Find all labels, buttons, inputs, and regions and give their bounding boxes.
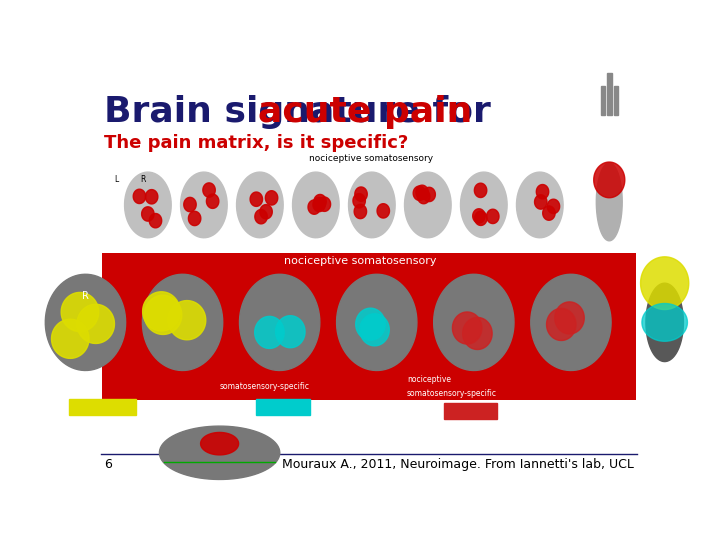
Polygon shape xyxy=(473,209,485,223)
Text: 5.0: 5.0 xyxy=(317,403,328,409)
Polygon shape xyxy=(641,257,689,309)
Text: R: R xyxy=(140,175,145,184)
Text: L: L xyxy=(32,291,37,301)
Polygon shape xyxy=(596,163,622,241)
Polygon shape xyxy=(266,191,278,205)
Text: somatosensory-specific: somatosensory-specific xyxy=(220,382,310,391)
Polygon shape xyxy=(159,426,280,480)
Polygon shape xyxy=(203,183,215,197)
Bar xyxy=(68,399,135,415)
Polygon shape xyxy=(260,205,272,219)
Polygon shape xyxy=(474,183,487,198)
Polygon shape xyxy=(546,308,576,341)
Text: nociceptive somatosensory: nociceptive somatosensory xyxy=(284,256,436,266)
Bar xyxy=(614,85,618,114)
Bar xyxy=(102,253,636,400)
Polygon shape xyxy=(61,293,99,332)
Polygon shape xyxy=(413,186,426,200)
Polygon shape xyxy=(463,318,492,349)
Polygon shape xyxy=(144,295,181,334)
Text: 2.3: 2.3 xyxy=(407,407,418,413)
Polygon shape xyxy=(184,197,197,212)
Text: L: L xyxy=(114,175,119,184)
Bar xyxy=(600,85,605,114)
Polygon shape xyxy=(250,192,263,206)
Polygon shape xyxy=(356,308,385,340)
Polygon shape xyxy=(646,283,683,362)
Polygon shape xyxy=(594,162,625,198)
Polygon shape xyxy=(433,274,514,370)
Polygon shape xyxy=(308,200,320,214)
Polygon shape xyxy=(133,189,145,204)
Bar xyxy=(256,399,310,415)
Polygon shape xyxy=(423,187,436,201)
Polygon shape xyxy=(45,274,126,370)
Polygon shape xyxy=(474,211,487,226)
Text: Brain signature for: Brain signature for xyxy=(104,95,503,129)
Polygon shape xyxy=(452,312,482,344)
Polygon shape xyxy=(181,172,228,238)
Polygon shape xyxy=(276,316,305,348)
Bar xyxy=(607,73,612,114)
Text: acute pain: acute pain xyxy=(258,95,472,129)
Text: z = +4: z = +4 xyxy=(188,480,215,489)
Polygon shape xyxy=(461,172,507,238)
Polygon shape xyxy=(237,172,283,238)
Polygon shape xyxy=(336,274,417,370)
Polygon shape xyxy=(416,185,428,199)
Polygon shape xyxy=(292,172,339,238)
Text: 5.0: 5.0 xyxy=(139,403,150,409)
Polygon shape xyxy=(354,204,366,219)
Polygon shape xyxy=(405,172,451,238)
Text: 2.3: 2.3 xyxy=(220,403,230,409)
Text: Mouraux A., 2011, Neuroimage. From Iannetti's lab, UCL: Mouraux A., 2011, Neuroimage. From Ianne… xyxy=(282,458,634,471)
Polygon shape xyxy=(355,187,367,201)
Polygon shape xyxy=(189,211,201,226)
Polygon shape xyxy=(353,194,365,208)
Text: nociceptive: nociceptive xyxy=(407,375,451,384)
Polygon shape xyxy=(145,190,158,204)
Polygon shape xyxy=(487,209,499,224)
Polygon shape xyxy=(318,197,330,211)
Polygon shape xyxy=(348,172,395,238)
Text: nociceptive somatosensory: nociceptive somatosensory xyxy=(309,153,433,163)
Polygon shape xyxy=(77,304,114,343)
Text: somatosensory-specific: somatosensory-specific xyxy=(407,389,497,398)
Polygon shape xyxy=(255,210,267,224)
Polygon shape xyxy=(143,292,180,331)
Text: 6: 6 xyxy=(104,458,112,471)
Text: multimodal: multimodal xyxy=(32,382,76,391)
Polygon shape xyxy=(255,316,284,348)
Polygon shape xyxy=(531,274,611,370)
Polygon shape xyxy=(149,213,162,228)
Polygon shape xyxy=(314,194,326,209)
Polygon shape xyxy=(143,274,222,370)
Polygon shape xyxy=(52,319,89,359)
Polygon shape xyxy=(516,172,563,238)
Polygon shape xyxy=(536,185,549,199)
Text: R: R xyxy=(82,291,89,301)
Polygon shape xyxy=(418,190,430,204)
Polygon shape xyxy=(555,302,584,334)
Polygon shape xyxy=(642,303,688,341)
Polygon shape xyxy=(207,194,219,208)
Polygon shape xyxy=(534,195,547,209)
Polygon shape xyxy=(360,314,390,346)
Polygon shape xyxy=(377,204,390,218)
Polygon shape xyxy=(125,172,171,238)
Polygon shape xyxy=(313,197,325,212)
Text: 2.3: 2.3 xyxy=(32,403,43,409)
Polygon shape xyxy=(240,274,320,370)
Text: 5.0: 5.0 xyxy=(504,407,515,413)
Polygon shape xyxy=(201,433,238,455)
Text: The pain matrix, is it specific?: The pain matrix, is it specific? xyxy=(104,134,408,152)
Polygon shape xyxy=(543,206,555,220)
Polygon shape xyxy=(547,199,559,213)
Polygon shape xyxy=(142,207,154,221)
Bar xyxy=(444,403,498,418)
Polygon shape xyxy=(168,301,206,340)
